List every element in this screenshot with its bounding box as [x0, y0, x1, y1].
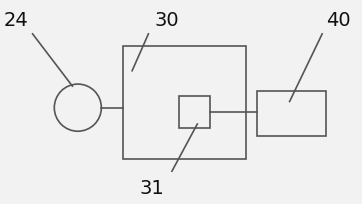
Text: 40: 40: [326, 11, 351, 30]
Text: 24: 24: [4, 11, 29, 30]
Text: 31: 31: [140, 178, 164, 197]
Text: 30: 30: [154, 11, 179, 30]
